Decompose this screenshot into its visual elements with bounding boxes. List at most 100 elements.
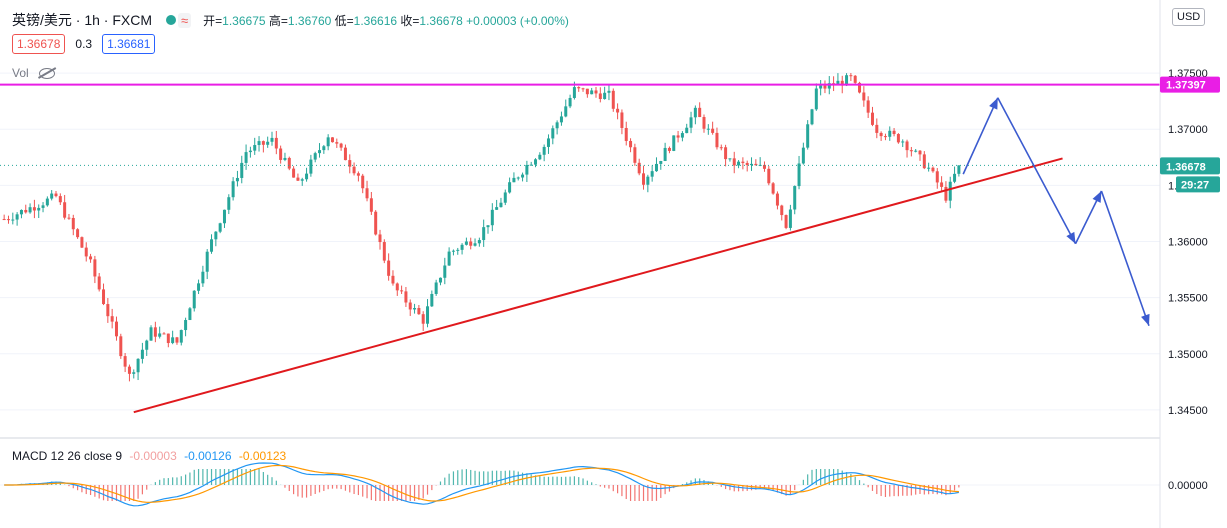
candle-body xyxy=(931,167,935,172)
candle-body xyxy=(905,141,909,151)
price-tick-label: 1.37000 xyxy=(1168,124,1208,136)
candle-body xyxy=(706,128,710,130)
candle-body xyxy=(80,237,84,248)
candle-body xyxy=(806,124,810,148)
candle-body xyxy=(322,146,326,151)
candle-body xyxy=(404,291,408,303)
last-price-label: 1.36678 xyxy=(1166,161,1206,173)
candle-body xyxy=(356,173,360,176)
candle-body xyxy=(192,290,196,309)
candle-body xyxy=(611,90,615,109)
candle-body xyxy=(417,308,421,315)
candle-body xyxy=(689,117,693,128)
sell-button[interactable]: 1.36678 xyxy=(12,34,66,54)
candle-body xyxy=(296,177,300,181)
candle-body xyxy=(205,251,209,272)
candle-body xyxy=(140,349,144,359)
candle-body xyxy=(102,289,106,305)
macd-hist-value: -0.00003 xyxy=(129,449,177,463)
candle-body xyxy=(305,173,309,180)
candle-body xyxy=(642,173,646,185)
candle-body xyxy=(434,282,438,294)
candle-body xyxy=(274,137,278,149)
candle-body xyxy=(231,181,235,198)
candle-body xyxy=(76,229,80,238)
candle-body xyxy=(266,141,270,145)
candle-body xyxy=(637,162,641,174)
ohlc-values: 开=1.36675 高=1.36760 低=1.36616 收=1.36678 … xyxy=(203,13,569,28)
candle-body xyxy=(309,159,313,174)
macd-line-value: -0.00126 xyxy=(184,449,232,463)
candle-body xyxy=(97,276,101,290)
candle-body xyxy=(819,85,823,89)
candle-body xyxy=(858,82,862,93)
candle-body xyxy=(693,107,697,118)
candle-body xyxy=(512,177,516,183)
low-value: 1.36616 xyxy=(353,13,398,28)
candle-body xyxy=(525,164,529,175)
candle-body xyxy=(521,174,525,178)
currency-button[interactable]: USD xyxy=(1172,8,1206,26)
candle-body xyxy=(339,143,343,148)
candle-body xyxy=(279,148,283,160)
candle-body xyxy=(715,132,719,148)
candle-body xyxy=(784,215,788,228)
resistance-price-tag xyxy=(1160,76,1220,93)
candle-body xyxy=(620,112,624,128)
candle-body xyxy=(361,175,365,189)
macd-legend[interactable]: MACD 12 26 close 9 -0.00003 -0.00126 -0.… xyxy=(12,449,286,463)
candle-body xyxy=(67,217,71,219)
candle-body xyxy=(352,166,356,174)
candle-body xyxy=(935,171,939,183)
projection-arrow-head xyxy=(1092,190,1102,203)
macd-tick-label: 0.00000 xyxy=(1168,480,1208,492)
legend-header: 英镑/美元 · 1h · FXCM ≈ 开=1.36675 高=1.36760 … xyxy=(12,10,569,30)
candle-body xyxy=(119,336,123,357)
support-trendline[interactable] xyxy=(133,157,1063,414)
candle-body xyxy=(823,85,827,89)
candle-body xyxy=(153,327,157,337)
candle-body xyxy=(15,214,19,220)
candle-body xyxy=(106,304,110,317)
candle-body xyxy=(257,141,261,146)
candle-body xyxy=(866,100,870,113)
candle-body xyxy=(421,314,425,324)
candle-body xyxy=(184,320,188,331)
candle-body xyxy=(473,243,477,246)
candle-body xyxy=(888,130,892,137)
candle-body xyxy=(940,182,944,187)
candle-body xyxy=(901,141,905,143)
candle-body xyxy=(443,265,447,278)
candle-body xyxy=(456,249,460,251)
candle-body xyxy=(261,141,265,145)
candle-body xyxy=(698,107,702,118)
candle-body xyxy=(335,142,339,144)
volume-legend[interactable]: Vol xyxy=(12,66,55,80)
candle-body xyxy=(145,340,149,350)
wave-icon[interactable]: ≈ xyxy=(178,12,192,28)
candle-body xyxy=(503,192,507,203)
macd-pane xyxy=(0,462,1160,507)
macd-title: MACD 12 26 close 9 xyxy=(12,449,123,463)
candle-body xyxy=(927,167,931,169)
candle-body xyxy=(50,193,54,199)
eye-hidden-icon[interactable] xyxy=(38,67,55,79)
candle-body xyxy=(538,154,542,160)
symbol-title[interactable]: 英镑/美元 · 1h · FXCM xyxy=(12,12,153,28)
candle-body xyxy=(801,147,805,164)
candle-body xyxy=(672,135,676,151)
candle-body xyxy=(114,321,118,337)
spread-value: 0.3 xyxy=(75,37,93,51)
macd-line xyxy=(4,462,960,507)
buy-button[interactable]: 1.36681 xyxy=(102,34,156,54)
candle-body xyxy=(555,122,559,129)
candle-body xyxy=(214,231,218,240)
candle-body xyxy=(313,153,317,160)
candle-body xyxy=(918,150,922,155)
price-axis: 1.375001.370001.365001.360001.355001.350… xyxy=(1159,0,1227,528)
candle-body xyxy=(11,219,15,221)
candle-body xyxy=(166,333,170,344)
candle-body xyxy=(253,145,257,151)
price-tick-label: 1.35000 xyxy=(1168,349,1208,361)
